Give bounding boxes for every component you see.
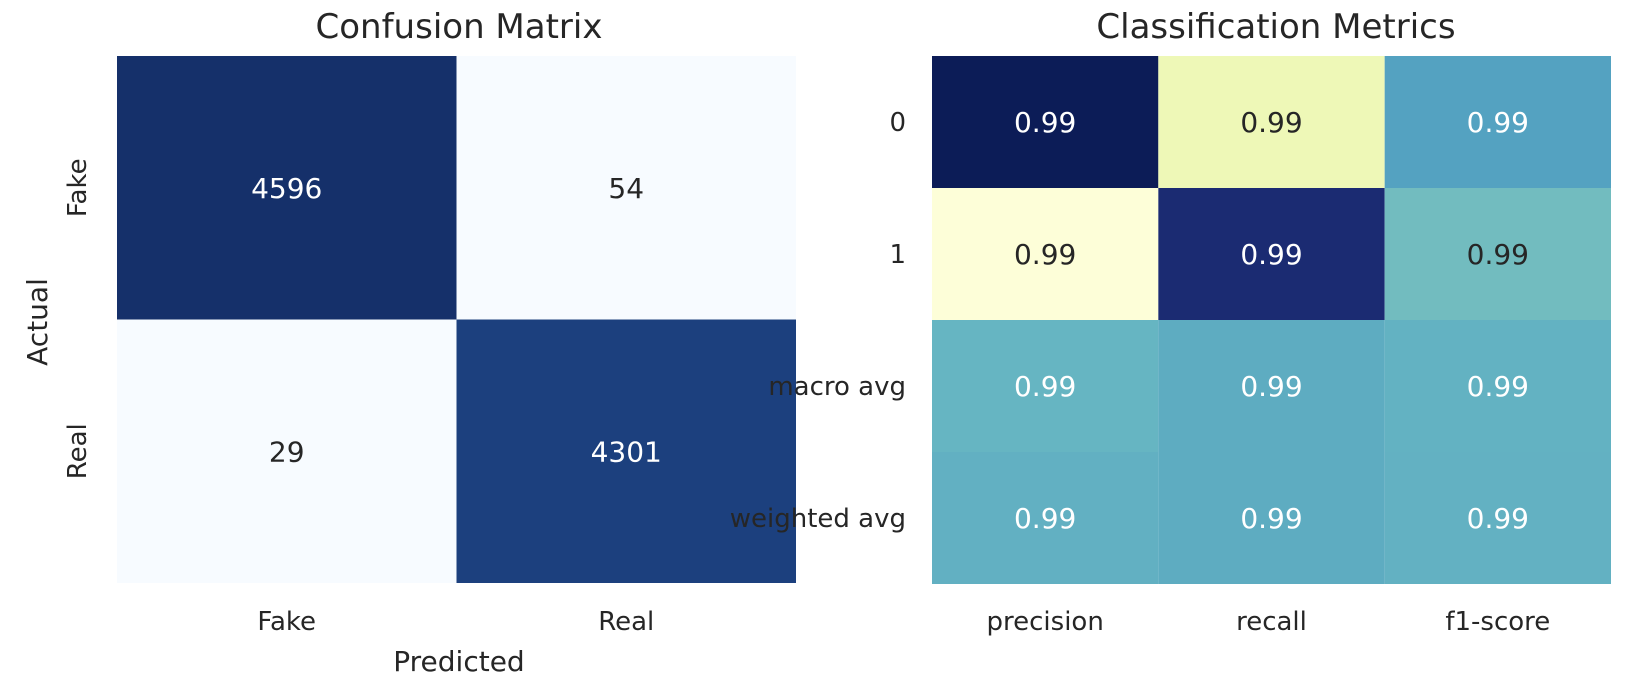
classification-metrics-y-ticks: 0 1 macro avg weighted avg — [730, 108, 906, 534]
metrics-cell: 0.99 — [1384, 188, 1611, 320]
metrics-cell-rect — [932, 188, 1159, 320]
metrics-cell: 0.99 — [1384, 320, 1611, 452]
confusion-matrix-title: Confusion Matrix — [316, 7, 603, 47]
metrics-cell: 0.99 — [1384, 452, 1611, 584]
metrics-cell-rect — [1384, 56, 1611, 188]
metrics-cell-label: 0.99 — [1467, 106, 1529, 139]
metrics-cell: 0.99 — [1158, 188, 1385, 320]
metrics-cell-rect — [1384, 320, 1611, 452]
metrics-cell: 0.99 — [932, 452, 1159, 584]
confusion-matrix-cell-label: 4596 — [251, 172, 322, 205]
metrics-cell: 0.99 — [932, 320, 1159, 452]
metrics-cell: 0.99 — [1158, 452, 1385, 584]
metrics-cell-label: 0.99 — [1014, 106, 1076, 139]
metrics-cell: 0.99 — [1158, 320, 1385, 452]
metrics-cell-rect — [932, 320, 1159, 452]
confusion-matrix-y-tick-label: Real — [63, 423, 93, 479]
classification-metrics-title: Classification Metrics — [1096, 7, 1455, 47]
confusion-matrix-cell-label: 4301 — [591, 435, 662, 468]
metrics-cell-rect — [1158, 188, 1385, 320]
confusion-matrix-cell: 29 — [117, 319, 457, 583]
metrics-x-tick-label: recall — [1236, 607, 1307, 637]
classification-metrics-cells: 0.99 0.99 0.99 0.99 0.99 0.99 0.99 0.99 0.99 0.99… — [932, 56, 1611, 584]
confusion-matrix-y-tick-label: Fake — [63, 158, 93, 217]
confusion-matrix-cell-rect — [117, 319, 457, 583]
metrics-cell-label: 0.99 — [1014, 502, 1076, 535]
confusion-matrix-cells: 4596 54 29 4301 — [117, 56, 796, 583]
metrics-cell-label: 0.99 — [1240, 502, 1302, 535]
metrics-cell: 0.99 — [1384, 56, 1611, 188]
confusion-matrix-panel: Confusion Matrix 4596 54 29 4301 Fake Real F… — [21, 7, 796, 678]
metrics-cell-rect — [932, 452, 1159, 584]
confusion-matrix-x-tick-label: Real — [598, 607, 654, 637]
confusion-matrix-cell-label: 54 — [608, 172, 644, 205]
confusion-matrix-cell: 4596 — [117, 56, 457, 320]
metrics-cell-label: 0.99 — [1014, 238, 1076, 271]
confusion-matrix-cell-rect — [456, 319, 796, 583]
confusion-matrix-cell: 54 — [456, 56, 796, 320]
classification-metrics-x-ticks: precision recall f1-score — [987, 607, 1551, 637]
classification-metrics-panel: Classification Metrics 0.99 0.99 0.990.99 0… — [730, 7, 1611, 637]
metrics-cell-label: 0.99 — [1467, 502, 1529, 535]
metrics-y-tick-label: 1 — [889, 240, 906, 270]
confusion-matrix-cell-label: 29 — [269, 435, 305, 468]
metrics-cell: 0.99 — [932, 188, 1159, 320]
metrics-cell-label: 0.99 — [1240, 238, 1302, 271]
confusion-matrix-x-tick-label: Fake — [257, 607, 316, 637]
confusion-matrix-cell-rect — [117, 56, 457, 320]
metrics-cell-rect — [1158, 56, 1385, 188]
metrics-cell: 0.99 — [932, 56, 1159, 188]
metrics-x-tick-label: precision — [987, 607, 1104, 637]
metrics-cell-label: 0.99 — [1240, 370, 1302, 403]
metrics-y-tick-label: 0 — [889, 108, 906, 138]
metrics-x-tick-label: f1-score — [1445, 607, 1550, 637]
confusion-matrix-x-axis-label: Predicted — [393, 645, 524, 678]
confusion-matrix-y-axis-label: Actual — [21, 278, 54, 366]
metrics-cell-rect — [1158, 320, 1385, 452]
metrics-y-tick-label: weighted avg — [730, 504, 906, 534]
metrics-y-tick-label: macro avg — [768, 372, 906, 402]
metrics-cell-rect — [932, 56, 1159, 188]
confusion-matrix-y-ticks: Fake Real — [63, 158, 93, 479]
metrics-cell-label: 0.99 — [1240, 106, 1302, 139]
metrics-cell: 0.99 — [1158, 56, 1385, 188]
metrics-cell-rect — [1384, 188, 1611, 320]
metrics-cell-label: 0.99 — [1467, 238, 1529, 271]
confusion-matrix-cell-rect — [456, 56, 796, 320]
metrics-cell-rect — [1384, 452, 1611, 584]
confusion-matrix-x-ticks: Fake Real — [257, 607, 654, 637]
confusion-matrix-cell: 4301 — [456, 319, 796, 583]
metrics-cell-label: 0.99 — [1014, 370, 1076, 403]
metrics-cell-rect — [1158, 452, 1385, 584]
metrics-cell-label: 0.99 — [1467, 370, 1529, 403]
